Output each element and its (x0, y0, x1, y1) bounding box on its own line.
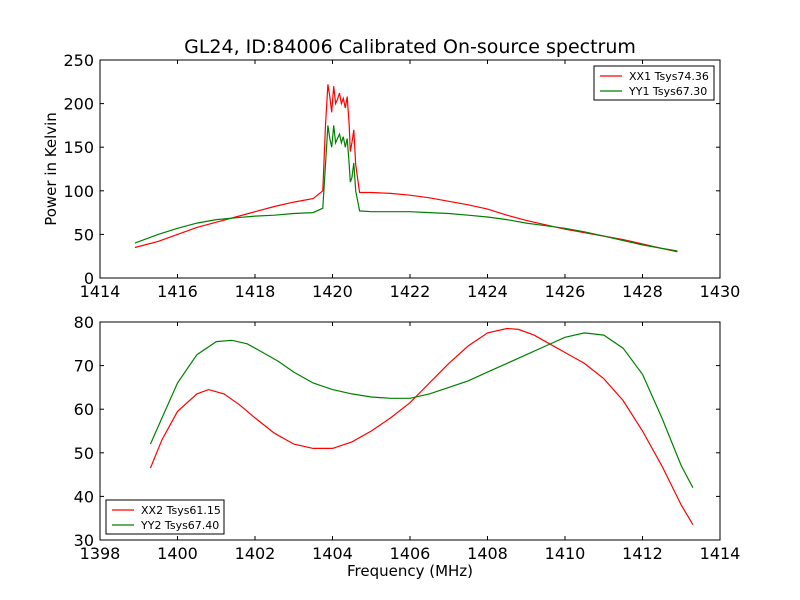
panel-2: 1398 1400 1402 1404 1406 1408 1410 1412 1414 30 40… (74, 313, 741, 563)
legend-box-2 (105, 499, 225, 535)
x-tick-label-2-8: 1414 (700, 544, 741, 563)
x-tick-label-2-4: 1406 (390, 544, 431, 563)
x-tick-label-2-0: 1398 (80, 544, 121, 563)
y-tick-label-2-4: 70 (74, 357, 94, 376)
x-tick-label-1-6: 1426 (545, 282, 586, 301)
y-tick-label-1-2: 100 (63, 182, 94, 201)
x-tick-label-1-8: 1430 (700, 282, 741, 301)
x-tick-label-2-7: 1412 (622, 544, 663, 563)
x-tick-label-2-6: 1410 (545, 544, 586, 563)
legend-box-1 (593, 65, 715, 101)
x-tick-label-2-1: 1400 (157, 544, 198, 563)
legend-label-2-1: XX2 Tsys61.15 (141, 504, 221, 517)
y-tick-label-2-5: 80 (74, 313, 94, 332)
legend-2: XX2 Tsys61.15 YY2 Tsys67.40 (105, 499, 225, 535)
x-tick-label-1-7: 1428 (622, 282, 663, 301)
legend-label-2-2: YY2 Tsys67.40 (140, 519, 219, 532)
series-line-1-2 (134, 125, 678, 252)
x-tick-label-1-1: 1416 (157, 282, 198, 301)
x-tick-label-1-5: 1424 (467, 282, 508, 301)
top-y-axis-label: Power in Kelvin (42, 112, 60, 226)
series-line-2-2 (149, 332, 694, 488)
bottom-x-axis-label: Frequency (MHz) (347, 562, 473, 580)
y-tick-label-1-5: 250 (63, 51, 94, 70)
series-line-1-1 (134, 84, 678, 253)
x-tick-label-2-2: 1402 (235, 544, 276, 563)
x-tick-label-1-3: 1420 (312, 282, 353, 301)
y-tick-label-1-0: 0 (84, 269, 94, 288)
series-line-2-1 (149, 327, 694, 526)
y-tick-label-2-0: 30 (74, 531, 94, 550)
panel-1: 1414 1416 1418 1420 1422 1424 1426 1428 1430 0 50 1… (63, 51, 740, 301)
x-tick-label-1-2: 1418 (235, 282, 276, 301)
x-tick-label-2-5: 1408 (467, 544, 508, 563)
legend-label-1-2: YY1 Tsys67.30 (628, 85, 707, 98)
x-tick-label-1-0: 1414 (80, 282, 121, 301)
y-tick-label-2-3: 60 (74, 400, 94, 419)
y-tick-label-1-4: 200 (63, 95, 94, 114)
y-tick-label-1-3: 150 (63, 138, 94, 157)
y-tick-label-2-1: 40 (74, 487, 94, 506)
legend-1: XX1 Tsys74.36 YY1 Tsys67.30 (593, 65, 715, 101)
chart-title: GL24, ID:84006 Calibrated On-source spec… (184, 36, 636, 58)
y-tick-label-2-2: 50 (74, 444, 94, 463)
x-tick-label-2-3: 1404 (312, 544, 353, 563)
legend-label-1-1: XX1 Tsys74.36 (629, 70, 709, 83)
x-tick-label-1-4: 1422 (390, 282, 431, 301)
y-tick-label-1-1: 50 (74, 225, 94, 244)
